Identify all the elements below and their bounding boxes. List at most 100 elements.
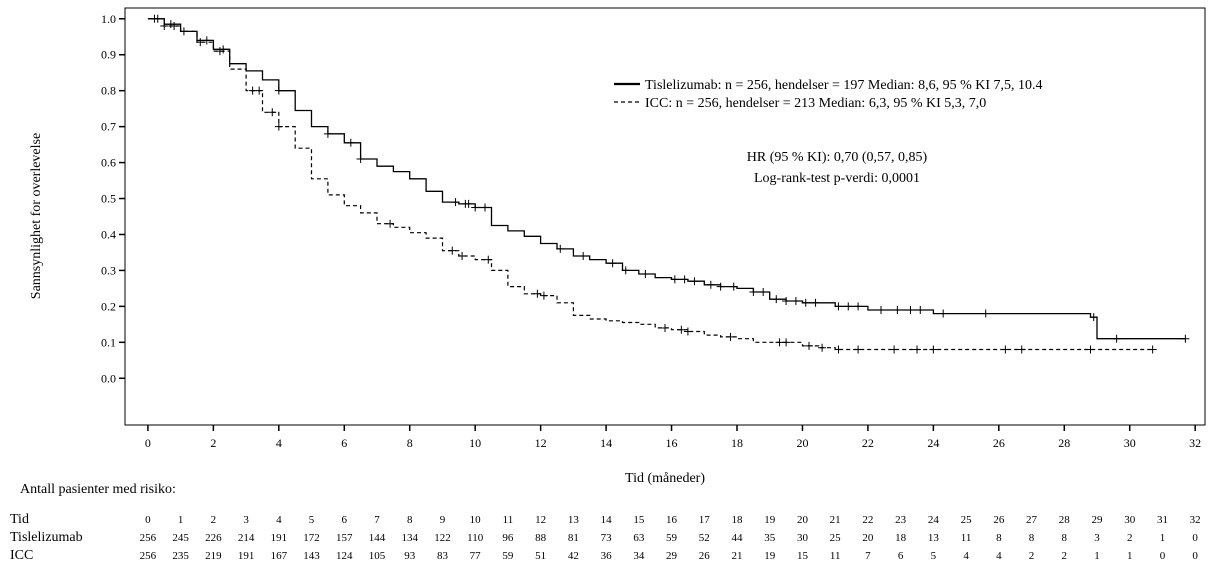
risk-count-1: 105 (369, 550, 386, 562)
censor-mark-0 (801, 298, 810, 307)
risk-time-label: 21 (830, 514, 841, 526)
risk-count-1: 77 (470, 550, 482, 562)
censor-mark-0 (323, 129, 332, 138)
censor-mark-1 (805, 341, 813, 350)
y-tick-label: 0.5 (101, 192, 116, 206)
censor-mark-0 (356, 154, 365, 163)
censor-mark-0 (346, 138, 355, 147)
censor-mark-1 (160, 21, 169, 30)
risk-count-0: 35 (764, 532, 776, 544)
risk-count-0: 214 (238, 532, 255, 544)
legend: Tislelizumab: n = 256, hendelser = 197 M… (614, 78, 1043, 111)
risk-count-1: 4 (963, 550, 969, 562)
risk-count-1: 143 (303, 550, 320, 562)
x-tick-label: 18 (731, 436, 743, 450)
risk-count-0: 25 (830, 532, 842, 544)
risk-count-1: 15 (797, 550, 809, 562)
risk-time-label: 31 (1157, 514, 1168, 526)
censor-mark-1 (170, 21, 179, 30)
risk-count-0: 59 (666, 532, 678, 544)
censor-mark-0 (706, 280, 715, 289)
risk-count-0: 73 (601, 532, 613, 544)
risk-count-0: 88 (535, 532, 547, 544)
x-tick-label: 12 (535, 436, 547, 450)
risk-count-1: 1 (1094, 550, 1100, 562)
risk-time-label: 25 (961, 514, 973, 526)
censor-mark-0 (579, 252, 588, 261)
risk-count-1: 59 (502, 550, 514, 562)
censor-mark-0 (749, 287, 758, 296)
risk-time-label: 14 (601, 514, 613, 526)
risk-count-1: 93 (404, 550, 416, 562)
risk-count-0: 63 (633, 532, 645, 544)
x-tick-label: 20 (796, 436, 808, 450)
risk-count-1: 34 (633, 550, 645, 562)
risk-count-0: 81 (568, 532, 579, 544)
risk-count-1: 2 (1029, 550, 1035, 562)
censor-mark-1 (782, 338, 791, 347)
risk-count-1: 0 (1160, 550, 1166, 562)
censor-mark-0 (621, 266, 630, 275)
y-tick-label: 0.1 (101, 335, 116, 349)
risk-count-1: 4 (996, 550, 1002, 562)
x-tick-label: 16 (666, 436, 678, 450)
y-tick-label: 0.6 (101, 156, 116, 170)
risk-count-0: 8 (1062, 532, 1068, 544)
risk-time-label: 17 (699, 514, 711, 526)
risk-count-1: 235 (172, 550, 189, 562)
risk-count-0: 20 (862, 532, 874, 544)
censor-mark-1 (834, 345, 843, 354)
risk-count-0: 96 (502, 532, 514, 544)
x-tick-label: 28 (1058, 436, 1070, 450)
censor-mark-0 (1112, 334, 1121, 343)
risk-count-0: 8 (996, 532, 1002, 544)
censor-mark-0 (471, 203, 480, 212)
censor-mark-0 (877, 305, 885, 314)
risk-count-0: 144 (369, 532, 386, 544)
censor-mark-0 (981, 309, 990, 318)
x-tick-label: 2 (210, 436, 216, 450)
censor-mark-1 (196, 38, 205, 47)
censor-mark-1 (677, 325, 686, 334)
risk-time-label: 26 (993, 514, 1005, 526)
series-layer (147, 14, 1190, 354)
censor-mark-1 (274, 122, 283, 131)
y-tick-label: 0.0 (101, 371, 116, 385)
risk-time-label: 28 (1059, 514, 1071, 526)
risk-count-1: 2 (1062, 550, 1068, 562)
censor-mark-0 (464, 199, 473, 208)
censor-mark-0 (608, 259, 617, 268)
censor-mark-0 (274, 86, 283, 95)
censor-mark-0 (854, 302, 863, 311)
censor-mark-0 (759, 287, 768, 296)
risk-time-label: 18 (732, 514, 744, 526)
censor-mark-1 (150, 14, 159, 23)
risk-time-label: 22 (862, 514, 873, 526)
censor-mark-0 (219, 45, 228, 54)
risk-count-0: 245 (172, 532, 189, 544)
censor-mark-1 (854, 345, 863, 354)
risk-count-0: 110 (467, 532, 484, 544)
risk-count-1: 1 (1127, 550, 1133, 562)
censor-mark-0 (729, 282, 738, 291)
risk-time-label: 0 (145, 514, 151, 526)
risk-time-label: 4 (276, 514, 282, 526)
risk-table-header-label: Tid (10, 512, 29, 527)
x-tick-label: 30 (1124, 436, 1136, 450)
censor-mark-1 (533, 289, 542, 298)
risk-count-1: 11 (830, 550, 841, 562)
risk-time-label: 15 (633, 514, 645, 526)
risk-count-0: 191 (271, 532, 288, 544)
censor-mark-0 (844, 302, 853, 311)
x-tick-label: 4 (276, 436, 282, 450)
x-tick-label: 22 (862, 436, 874, 450)
hazard-ratio-annotation: HR (95 % KI): 0,70 (0,57, 0,85) (747, 150, 928, 165)
risk-time-label: 27 (1026, 514, 1038, 526)
censor-mark-0 (939, 309, 948, 318)
risk-row-label-icc: ICC (10, 548, 33, 563)
x-tick-label: 0 (145, 436, 151, 450)
censor-mark-0 (834, 302, 843, 311)
x-tick-label: 26 (993, 436, 1005, 450)
censor-mark-0 (916, 305, 925, 314)
